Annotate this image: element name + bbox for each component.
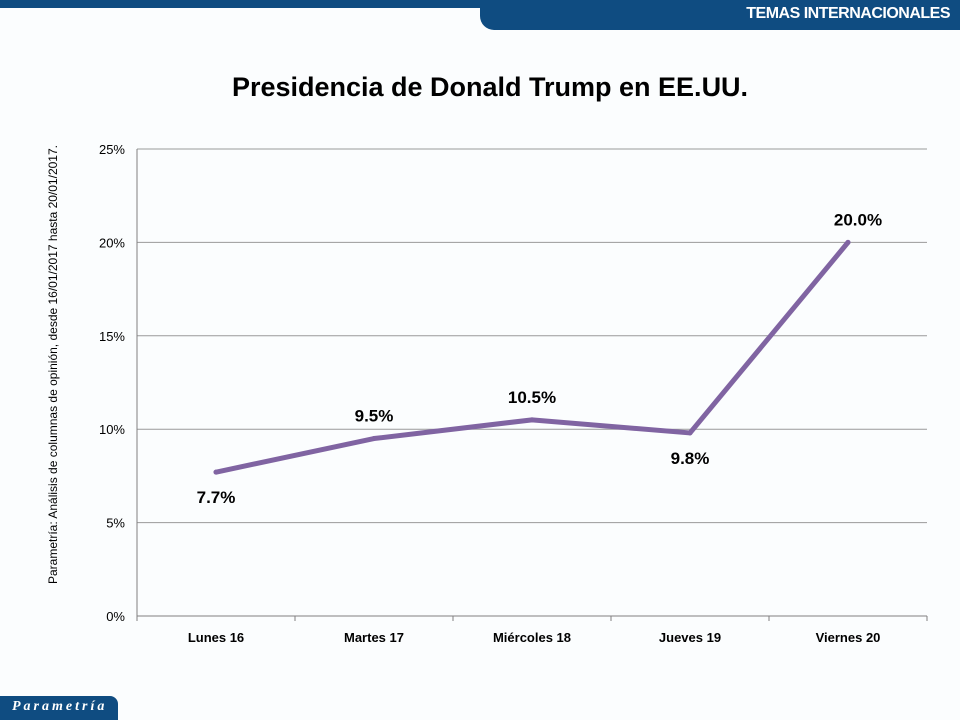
- y-tick-label: 5%: [106, 516, 125, 531]
- chart-title: Presidencia de Donald Trump en EE.UU.: [231, 72, 749, 102]
- x-tick-label: Lunes 16: [188, 630, 244, 645]
- x-tick-label: Viernes 20: [816, 630, 881, 645]
- data-point: [213, 469, 219, 475]
- y-tick-label: 15%: [99, 329, 125, 344]
- section-title: TEMAS INTERNACIONALES: [746, 5, 950, 22]
- data-point: [845, 239, 851, 245]
- data-point: [371, 436, 377, 442]
- x-tick-label: Miércoles 18: [493, 630, 571, 645]
- data-point: [529, 417, 535, 423]
- data-label: 10.5%: [508, 388, 556, 407]
- y-tick-label: 25%: [99, 142, 125, 157]
- data-point: [687, 430, 693, 436]
- data-label: 9.8%: [671, 449, 710, 468]
- x-tick-label: Jueves 19: [659, 630, 721, 645]
- logo-text: Parametría: [12, 699, 108, 714]
- section-tab: TEMAS INTERNACIONALES: [480, 0, 960, 30]
- x-tick-label: Martes 17: [344, 630, 404, 645]
- series-line: [213, 239, 851, 475]
- y-tick-label: 20%: [99, 235, 125, 250]
- y-tick-label: 0%: [106, 609, 125, 624]
- y-tick-label: 10%: [99, 422, 125, 437]
- data-label: 20.0%: [834, 210, 882, 229]
- data-label: 9.5%: [355, 407, 394, 426]
- data-label: 7.7%: [197, 488, 236, 507]
- logo: Parametría: [0, 696, 118, 720]
